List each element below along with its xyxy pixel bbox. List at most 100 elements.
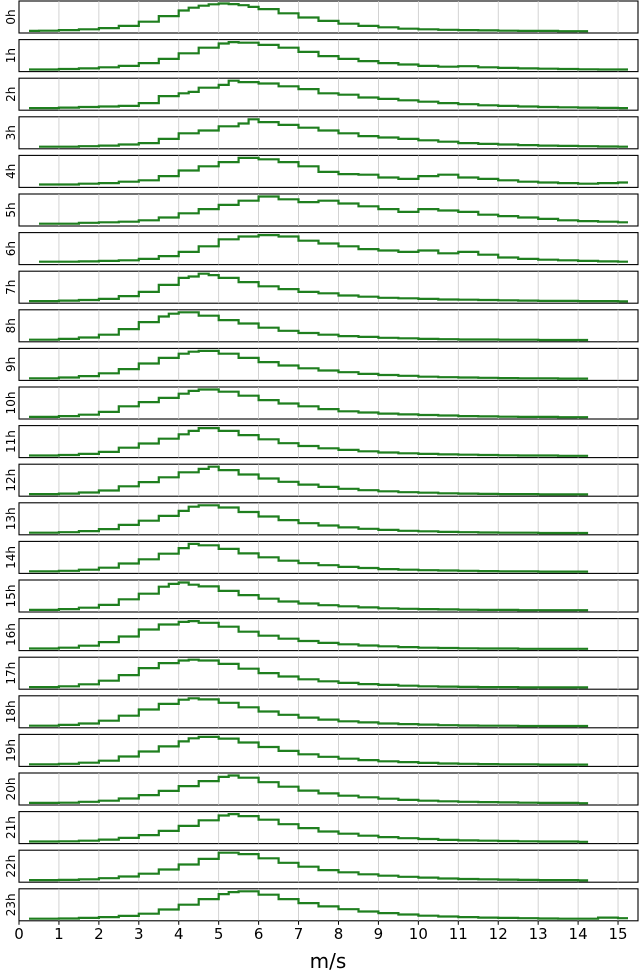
- series-1h: [29, 41, 628, 71]
- series-17h: [29, 658, 589, 689]
- panel-3h: 3h: [4, 116, 639, 150]
- panel-label: 17h: [4, 662, 18, 685]
- panel-frame: [18, 116, 639, 150]
- panel-label: 14h: [4, 546, 18, 569]
- panel-frame: [18, 656, 639, 690]
- panel-13h: 13h: [4, 502, 639, 536]
- series-3h: [39, 118, 628, 148]
- series-15h: [29, 581, 589, 612]
- x-tick-label: 14: [569, 925, 588, 943]
- x-tick-label: 13: [529, 925, 548, 943]
- panel-7h: 7h: [4, 270, 639, 304]
- x-tick-label: 3: [134, 925, 144, 943]
- x-tick-label: 8: [334, 925, 344, 943]
- x-tick-label: 1: [54, 925, 64, 943]
- panels-group: 0h 1h 2h 3h 4h 5h 6h 7h 8h 9h 10h 11h 12h 13h 14h 15h 16…: [4, 0, 639, 922]
- panel-label: 18h: [4, 700, 18, 723]
- panel-label: 23h: [4, 893, 18, 916]
- series-6h: [39, 234, 628, 263]
- panel-8h: 8h: [4, 309, 639, 343]
- x-tick-label: 10: [409, 925, 428, 943]
- series-12h: [29, 465, 589, 496]
- series-7h: [29, 272, 628, 303]
- panel-22h: 22h: [4, 849, 639, 883]
- panel-4h: 4h: [4, 154, 639, 188]
- series-18h: [29, 697, 589, 728]
- series-11h: [29, 427, 589, 457]
- panel-label: 1h: [4, 48, 18, 63]
- panel-frame: [18, 502, 639, 536]
- panel-label: 9h: [4, 357, 18, 372]
- panel-label: 6h: [4, 241, 18, 256]
- series-21h: [29, 813, 589, 843]
- panel-label: 20h: [4, 778, 18, 801]
- panel-label: 19h: [4, 739, 18, 762]
- panel-frame: [18, 618, 639, 652]
- panel-label: 3h: [4, 125, 18, 140]
- panel-label: 0h: [4, 9, 18, 24]
- panel-frame: [18, 579, 639, 613]
- panel-frame: [18, 309, 639, 343]
- series-0h: [29, 2, 589, 33]
- panel-14h: 14h: [4, 540, 639, 574]
- panel-frame: [18, 463, 639, 497]
- series-8h: [29, 311, 589, 342]
- panel-19h: 19h: [4, 733, 639, 767]
- series-20h: [29, 774, 589, 805]
- series-9h: [29, 349, 589, 380]
- panel-label: 13h: [4, 507, 18, 530]
- series-22h: [29, 851, 589, 882]
- x-tick-label: 2: [94, 925, 104, 943]
- panel-frame: [18, 386, 639, 420]
- panel-label: 2h: [4, 87, 18, 102]
- panel-10h: 10h: [4, 386, 639, 420]
- series-23h: [29, 890, 628, 920]
- series-5h: [39, 195, 628, 225]
- panel-17h: 17h: [4, 656, 639, 690]
- panel-label: 16h: [4, 623, 18, 646]
- panel-label: 10h: [4, 392, 18, 415]
- panel-21h: 21h: [4, 811, 639, 845]
- series-14h: [29, 542, 589, 573]
- series-19h: [29, 735, 589, 766]
- panel-label: 21h: [4, 816, 18, 839]
- panel-9h: 9h: [4, 347, 639, 381]
- panel-frame: [18, 0, 639, 34]
- panel-2h: 2h: [4, 77, 639, 111]
- series-2h: [29, 79, 628, 110]
- panel-label: 12h: [4, 469, 18, 492]
- series-16h: [29, 620, 589, 650]
- series-10h: [29, 388, 589, 419]
- panel-6h: 6h: [4, 232, 639, 266]
- panel-label: 11h: [4, 430, 18, 453]
- panel-16h: 16h: [4, 618, 639, 652]
- panel-label: 5h: [4, 202, 18, 217]
- x-tick-label: 5: [214, 925, 224, 943]
- panel-frame: [18, 695, 639, 729]
- x-axis: 0 1 2 3 4 5 6 7 8 9 10 11 12 13 14 15: [14, 920, 628, 943]
- panel-label: 4h: [4, 164, 18, 179]
- panel-20h: 20h: [4, 772, 639, 806]
- series-4h: [39, 156, 628, 186]
- x-tick-label: 9: [374, 925, 384, 943]
- panel-label: 8h: [4, 318, 18, 333]
- x-tick-label: 12: [489, 925, 508, 943]
- panel-15h: 15h: [4, 579, 639, 613]
- x-tick-label: 15: [608, 925, 627, 943]
- x-tick-label: 6: [254, 925, 264, 943]
- panel-label: 15h: [4, 585, 18, 608]
- x-tick-label: 7: [294, 925, 304, 943]
- series-13h: [29, 504, 589, 535]
- panel-11h: 11h: [4, 425, 639, 459]
- panel-23h: 23h: [4, 888, 639, 922]
- panel-frame: [18, 425, 639, 459]
- panel-frame: [18, 540, 639, 574]
- panel-label: 7h: [4, 280, 18, 295]
- panel-frame: [18, 270, 639, 304]
- panel-5h: 5h: [4, 193, 639, 227]
- panel-label: 22h: [4, 855, 18, 878]
- x-axis-label: m/s: [310, 949, 347, 973]
- panel-frame: [18, 733, 639, 767]
- x-tick-label: 0: [14, 925, 24, 943]
